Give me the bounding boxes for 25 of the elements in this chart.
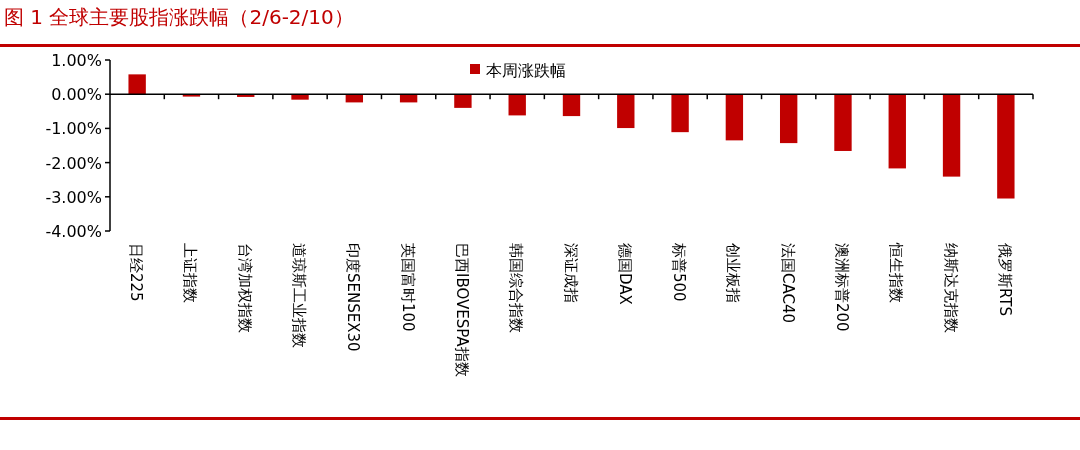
x-tick-label: 印度SENSEX30 [344, 243, 363, 352]
x-tick-label: 日经225 [127, 243, 146, 302]
x-tick-label: 上证指数 [181, 243, 200, 303]
x-tick-label: 创业板指 [724, 243, 743, 303]
x-tick-label: 标普500 [670, 242, 689, 302]
x-tick-label: 澳洲标普200 [832, 243, 851, 332]
x-tick-label: 深证成指 [561, 243, 580, 303]
y-tick-label: -3.00% [45, 187, 102, 207]
x-tick-label: 俄罗斯RTS [995, 243, 1014, 317]
x-tick-label: 纳斯达克指数 [941, 243, 960, 333]
y-tick-label: -1.00% [45, 119, 102, 139]
x-tick-label: 法国CAC40 [778, 243, 797, 324]
chart-title: 图 1 全球主要股指涨跌幅（2/6-2/10） [4, 5, 354, 29]
x-tick-label: 韩国综合指数 [507, 243, 526, 333]
legend-label: 本周涨跌幅 [486, 61, 566, 80]
x-tick-label: 恒生指数 [887, 242, 906, 303]
x-tick-label: 巴西IBOVESPA指数 [452, 243, 471, 377]
x-tick-label: 英国富时100 [398, 243, 417, 332]
y-tick-label: -2.00% [45, 153, 102, 173]
x-tick-label: 德国DAX [615, 243, 634, 305]
x-tick-label: 道琼斯工业指数 [290, 243, 309, 348]
y-tick-label: 1.00% [51, 51, 102, 70]
y-tick-label: -4.00% [45, 222, 102, 241]
x-tick-label: 台湾加权指数 [235, 243, 254, 333]
y-tick-label: 0.00% [51, 85, 102, 105]
